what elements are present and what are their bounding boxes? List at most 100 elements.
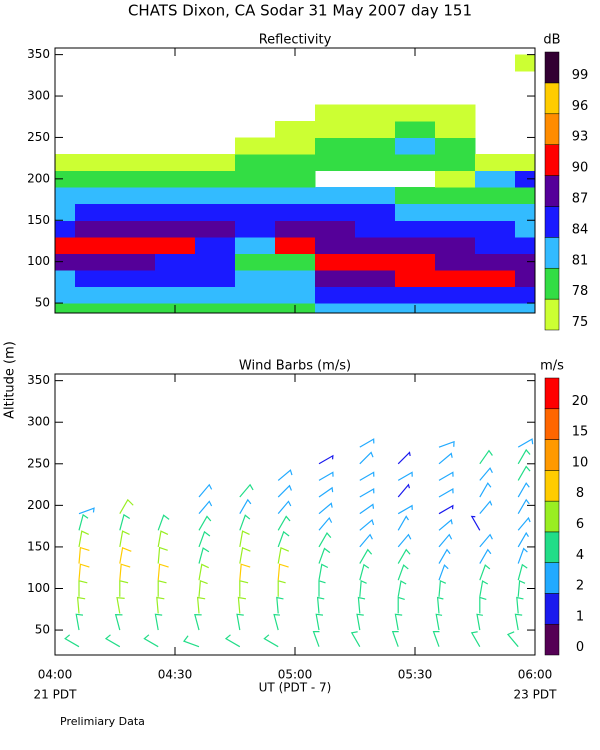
contour-cell [315,203,356,221]
wind-barb [239,483,254,498]
contour-cell [274,269,316,287]
contour-cell [234,203,276,221]
contour-cell [55,170,76,188]
wind-barb [359,533,373,548]
contour-cell [315,154,356,172]
contour-cell [435,220,476,238]
contour-cell [234,253,276,271]
contour-cell [514,269,535,287]
wind-barb [397,533,412,548]
contour-cell [234,154,276,172]
contour-cell [435,120,476,138]
contour-cell [75,286,116,304]
wind-barb [397,483,410,498]
wind-barb [470,515,481,531]
contour-cell [315,269,356,287]
contour-cell [154,253,196,271]
contour-cell [435,303,476,313]
x-tick-label: 04:30 [158,668,193,682]
x-tick-label: 05:30 [398,668,433,682]
colorbar-tick-label: 75 [572,315,589,330]
contour-cell [394,286,436,304]
contour-cell [435,154,476,172]
contour-cell [354,120,396,138]
wind-barb [318,454,334,465]
contour-cell [394,137,436,155]
plot-area [55,54,535,313]
contour-cell [195,170,236,188]
contour-cell [75,170,116,188]
wind-barb [157,546,168,564]
wind-barb [517,438,534,448]
contour-cell [55,203,76,221]
wind-barb [273,613,281,631]
wind-barb [438,440,455,448]
contour-cell [474,253,516,271]
colorbar-tick-label: 2 [576,579,584,594]
page-title: CHATS Dixon, CA Sodar 31 May 2007 day 15… [128,2,472,20]
contour-cell [274,187,316,205]
colorbar-tick-label: 90 [572,161,589,176]
wind-barb [359,503,375,515]
contour-cell [75,203,116,221]
x-axis-label: UT (PDT - 7) [259,681,332,695]
contour-cell [274,236,316,254]
wind-barb [277,500,292,515]
contour-cell [234,187,276,205]
contour-cell [154,170,196,188]
contour-cell [435,203,476,221]
wind-barb [479,580,489,597]
wind-barb [438,488,454,498]
wind-barb [119,563,131,581]
wind-barb [318,563,329,581]
contour-cell [234,286,276,304]
wind-barb [276,596,284,614]
contour-cell [514,154,535,172]
wind-barb [359,563,370,581]
wind-barb [119,546,132,564]
wind-barb [359,579,367,597]
wind-barb [198,500,213,515]
wind-barb [277,546,290,564]
contour-cell [514,54,535,72]
contour-cell [354,286,396,304]
wind-barb [438,564,449,581]
y-tick-label: 150 [27,539,50,553]
contour-cell [474,187,516,205]
wind-barb [350,631,361,647]
wind-barb [479,500,493,515]
contour-cell [435,253,476,271]
x-right-note: 23 PDT [514,688,558,702]
y-tick-label: 150 [27,213,50,227]
wind-barb [318,579,326,597]
contour-cell [55,253,76,271]
colorbar-tick-label: 84 [572,222,589,237]
colorbar-tick-label: 8 [576,486,584,501]
wind-barb [397,515,409,531]
wind-barb [198,580,208,597]
y-tick-label: 200 [27,498,50,512]
wind-barb [78,580,88,597]
colorbar-box [544,267,560,300]
wind-barb [479,467,493,481]
contour-cell [394,269,436,287]
contour-cell [75,220,116,238]
contour-cell [514,303,535,313]
contour-cell [435,236,476,254]
colorbar-tick-label: 0 [576,640,584,655]
wind-barb [78,530,89,548]
wind-barb [277,469,293,481]
contour-cell [274,220,316,238]
contour-cell [394,236,436,254]
contour-cell [114,154,156,172]
colorbar-box [544,439,560,471]
colorbar-box [544,500,560,533]
subplot-title: Reflectivity [259,33,332,48]
contour-cell [234,236,276,254]
contour-cell [195,303,236,313]
contour-cell [75,303,116,313]
plot-frame [54,373,536,656]
y-tick-label: 50 [35,296,50,310]
wind-barb [237,596,247,614]
